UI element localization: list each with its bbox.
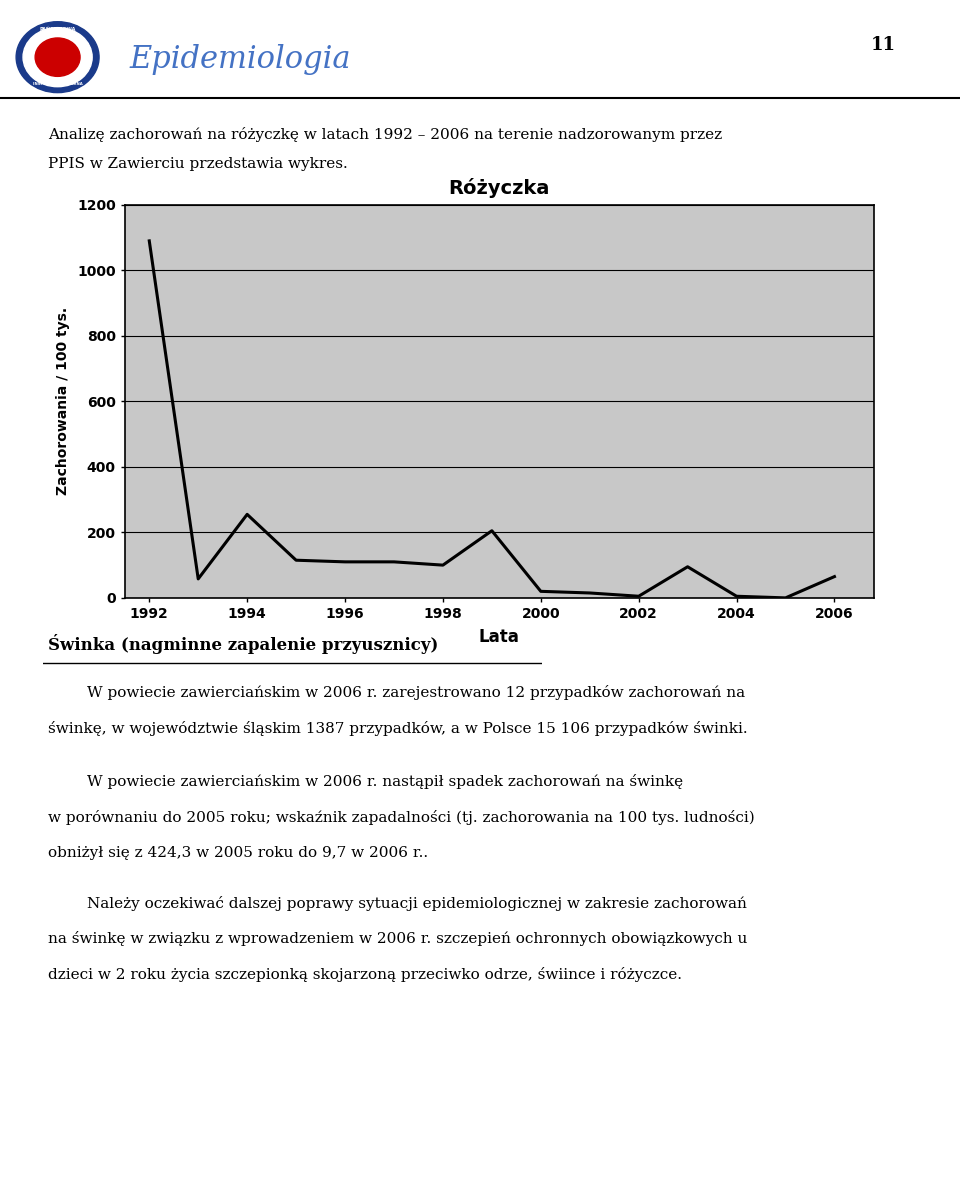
Circle shape bbox=[23, 27, 92, 87]
Text: Świnka (nagminne zapalenie przyusznicy): Świnka (nagminne zapalenie przyusznicy) bbox=[48, 634, 439, 654]
Text: dzieci w 2 roku życia szczepionką skojarzoną przeciwko odrze, świince i różyczce: dzieci w 2 roku życia szczepionką skojar… bbox=[48, 967, 682, 983]
Title: Różyczka: Różyczka bbox=[448, 177, 550, 198]
Text: świnkę, w województwie śląskim 1387 przypadków, a w Polsce 15 106 przypadków świ: świnkę, w województwie śląskim 1387 przy… bbox=[48, 721, 748, 736]
Text: Epidemiologia: Epidemiologia bbox=[130, 44, 351, 75]
Text: obniżył się z 424,3 w 2005 roku do 9,7 w 2006 r..: obniżył się z 424,3 w 2005 roku do 9,7 w… bbox=[48, 846, 428, 860]
Text: na świnkę w związku z wprowadzeniem w 2006 r. szczepień ochronnych obowiązkowych: na świnkę w związku z wprowadzeniem w 20… bbox=[48, 931, 748, 947]
Circle shape bbox=[36, 38, 80, 76]
Text: W powiecie zawierciańskim w 2006 r. nastąpił spadek zachorowań na świnkę: W powiecie zawierciańskim w 2006 r. nast… bbox=[48, 774, 684, 790]
Text: Analizę zachorowań na różyczkę w latach 1992 – 2006 na terenie nadzorowanym prze: Analizę zachorowań na różyczkę w latach … bbox=[48, 127, 722, 143]
Text: PPIS w Zawierciu przedstawia wykres.: PPIS w Zawierciu przedstawia wykres. bbox=[48, 157, 348, 172]
Text: Należy oczekiwać dalszej poprawy sytuacji epidemiologicznej w zakresie zachorowa: Należy oczekiwać dalszej poprawy sytuacj… bbox=[48, 896, 747, 911]
Text: w porównaniu do 2005 roku; wskaźnik zapadalności (tj. zachorowania na 100 tys. l: w porównaniu do 2005 roku; wskaźnik zapa… bbox=[48, 810, 755, 825]
Y-axis label: Zachorowania / 100 tys.: Zachorowania / 100 tys. bbox=[56, 307, 70, 495]
Circle shape bbox=[16, 21, 99, 93]
X-axis label: Lata: Lata bbox=[479, 628, 519, 646]
Text: 11: 11 bbox=[871, 36, 896, 54]
Text: W powiecie zawierciańskim w 2006 r. zarejestrowano 12 przypadków zachorowań na: W powiecie zawierciańskim w 2006 r. zare… bbox=[48, 685, 745, 700]
Text: PAŃSTWOWA: PAŃSTWOWA bbox=[39, 26, 76, 32]
Text: INSPEKCJA SANITARNA: INSPEKCJA SANITARNA bbox=[33, 82, 83, 87]
